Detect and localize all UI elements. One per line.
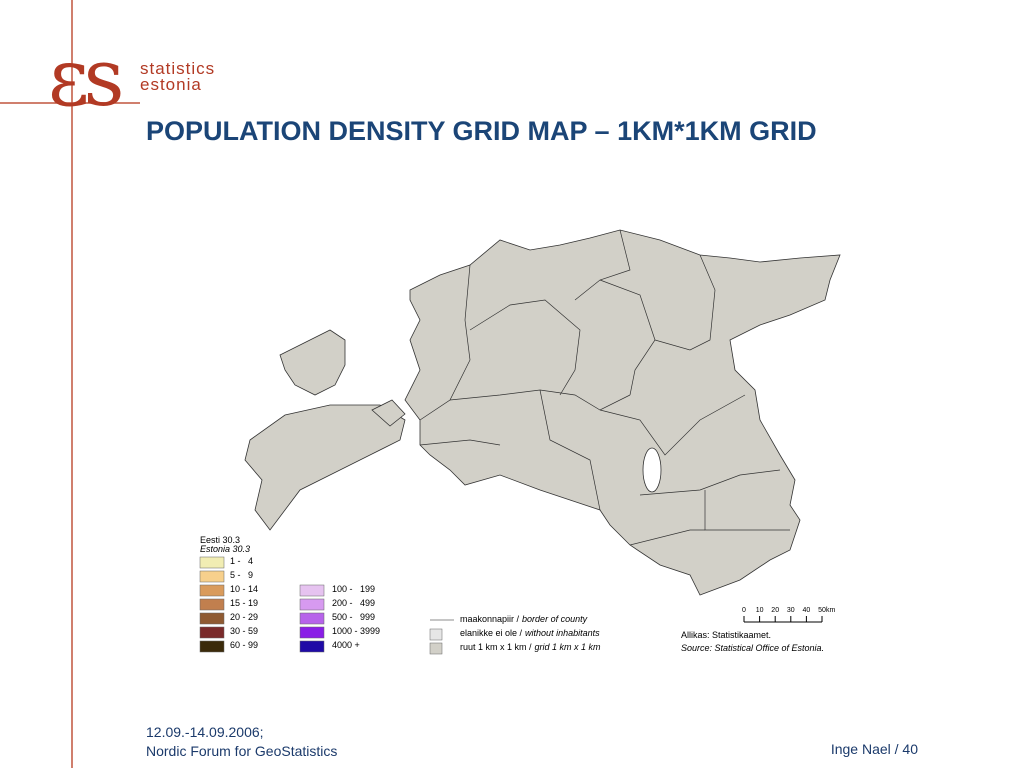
legend-swatch bbox=[299, 640, 325, 653]
legend-swatch bbox=[199, 612, 225, 625]
key-label: maakonnapiir / bbox=[460, 614, 520, 624]
legend-label: 1 - 4 bbox=[230, 556, 254, 566]
legend-label: 10 - 14 bbox=[230, 584, 259, 594]
legend-label: 500 - 999 bbox=[332, 612, 376, 622]
scale-label: 20 bbox=[771, 607, 779, 614]
logo-text: statistics bbox=[140, 59, 216, 78]
key-swatch bbox=[429, 628, 443, 641]
legend-label: 4000 + bbox=[332, 640, 360, 650]
county-borders bbox=[419, 229, 790, 546]
legend-label: 60 - 99 bbox=[230, 640, 259, 650]
lake-vortsjarv bbox=[642, 447, 662, 493]
legend bbox=[199, 556, 443, 655]
county-border bbox=[704, 490, 790, 531]
scale-unit: km bbox=[826, 607, 836, 614]
legend-swatch bbox=[199, 556, 225, 569]
scale-bar: 0 10 20 30 40 50 km bbox=[742, 607, 836, 623]
legend-swatch bbox=[199, 598, 225, 611]
legend-label: 5 - 9 bbox=[230, 570, 254, 580]
legend-swatch bbox=[199, 570, 225, 583]
key-label: grid 1 km x 1 km bbox=[534, 642, 601, 652]
legend-swatch bbox=[299, 626, 325, 639]
key-label: without inhabitants bbox=[525, 628, 600, 638]
county-border bbox=[654, 254, 716, 351]
legend-label: 1000 - 3999 bbox=[332, 626, 381, 636]
legend-label: 20 - 29 bbox=[230, 612, 259, 622]
title: POPULATION DENSITY GRID MAP – 1KM*1KM GR… bbox=[146, 116, 817, 146]
county-border bbox=[629, 529, 705, 546]
county-border bbox=[419, 264, 471, 421]
saaremaa bbox=[244, 404, 406, 531]
legend-heading: Eesti 30.3 bbox=[200, 535, 241, 545]
logo-text: estonia bbox=[140, 75, 202, 94]
county-border bbox=[419, 439, 501, 446]
county-border bbox=[449, 389, 631, 411]
source: Source: Statistical Office of Estonia. bbox=[681, 643, 825, 653]
key-label: border of county bbox=[522, 614, 588, 624]
scale-label: 40 bbox=[803, 607, 811, 614]
legend-label: 200 - 499 bbox=[332, 598, 376, 608]
muhu bbox=[371, 399, 406, 427]
legend-swatch bbox=[299, 584, 325, 597]
legend-swatch bbox=[299, 612, 325, 625]
scale-label: 10 bbox=[756, 607, 764, 614]
key-label: elanikke ei ole / bbox=[460, 628, 523, 638]
legend-swatch bbox=[199, 640, 225, 653]
scale-label: 0 bbox=[742, 607, 746, 614]
county-border bbox=[574, 229, 631, 301]
legend-label: 100 - 199 bbox=[332, 584, 376, 594]
scale-label: 50 bbox=[818, 607, 826, 614]
legend-label: 30 - 59 bbox=[230, 626, 259, 636]
county-border bbox=[469, 299, 581, 396]
footer-date: 12.09.-14.09.2006; bbox=[146, 724, 264, 740]
scale-label: 30 bbox=[787, 607, 795, 614]
logo-mark: εs bbox=[48, 31, 124, 124]
estonia-map bbox=[244, 229, 841, 596]
county-border bbox=[539, 389, 601, 511]
county-border bbox=[639, 469, 781, 496]
legend-swatch bbox=[199, 626, 225, 639]
mainland bbox=[404, 229, 841, 596]
key-label: ruut 1 km x 1 km / bbox=[460, 642, 532, 652]
footer-author: Inge Nael / 40 bbox=[830, 741, 918, 757]
key-swatch bbox=[429, 642, 443, 655]
hiiumaa bbox=[279, 329, 346, 396]
source: Allikas: Statistikaamet. bbox=[681, 630, 772, 640]
legend-heading: Estonia 30.3 bbox=[200, 544, 251, 554]
county-border bbox=[599, 394, 746, 456]
legend-swatch bbox=[299, 598, 325, 611]
legend-label: 15 - 19 bbox=[230, 598, 259, 608]
legend-swatch bbox=[199, 584, 225, 597]
footer-event: Nordic Forum for GeoStatistics bbox=[146, 743, 338, 759]
